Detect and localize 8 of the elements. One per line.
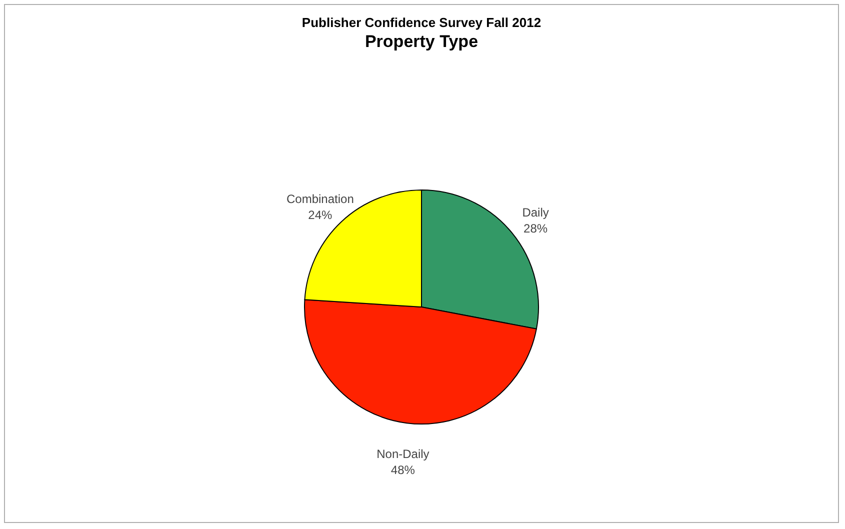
- slice-label: Daily: [522, 206, 549, 220]
- chart-subtitle: Property Type: [364, 32, 478, 51]
- data-label: 48%: [390, 462, 416, 477]
- chart-title: Publisher Confidence Survey Fall 2012: [302, 15, 542, 30]
- slice-label: Non-Daily: [376, 446, 430, 461]
- data-label: 24%: [308, 208, 333, 222]
- slice-label: Combination: [286, 192, 354, 206]
- data-label: 28%: [524, 222, 548, 236]
